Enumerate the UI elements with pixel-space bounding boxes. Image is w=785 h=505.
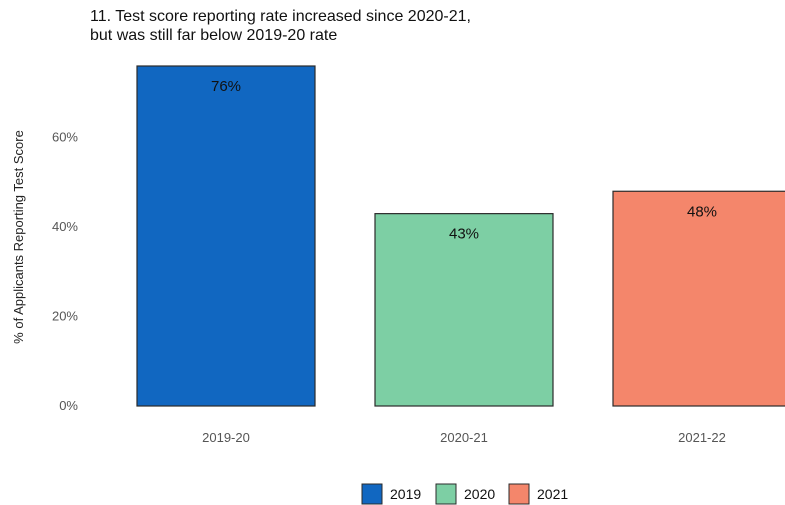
bar-2021-22 [612, 190, 785, 407]
legend-label: 2019 [390, 486, 421, 502]
bars: 76% 43% 48% [136, 65, 785, 407]
x-tick-label: 2019-20 [202, 430, 250, 445]
y-axis-label: % of Applicants Reporting Test Score [11, 130, 26, 344]
legend-swatch-2021 [508, 483, 530, 505]
y-tick-label: 40% [52, 219, 78, 234]
y-axis-ticks: 0% 20% 40% 60% [52, 130, 78, 413]
legend-label: 2021 [537, 486, 568, 502]
bar-value-label: 43% [449, 226, 479, 243]
legend-swatch-2020 [435, 483, 457, 505]
chart-subtitle: but was still far below 2019-20 rate [90, 27, 337, 44]
bar-value-label: 48% [687, 203, 717, 220]
bar-2019-20 [136, 65, 316, 407]
x-tick-label: 2020-21 [440, 430, 488, 445]
x-axis-ticks: 2019-20 2020-21 2021-22 [202, 430, 726, 445]
x-tick-label: 2021-22 [678, 430, 726, 445]
chart-title: 11. Test score reporting rate increased … [90, 8, 471, 25]
bar-2020-21 [374, 213, 554, 407]
legend: 2019 2020 2021 [361, 483, 568, 505]
y-tick-label: 0% [59, 398, 78, 413]
y-tick-label: 60% [52, 130, 78, 145]
legend-label: 2020 [464, 486, 495, 502]
y-tick-label: 20% [52, 309, 78, 324]
legend-swatch-2019 [361, 483, 383, 505]
bar-value-label: 76% [211, 78, 241, 95]
